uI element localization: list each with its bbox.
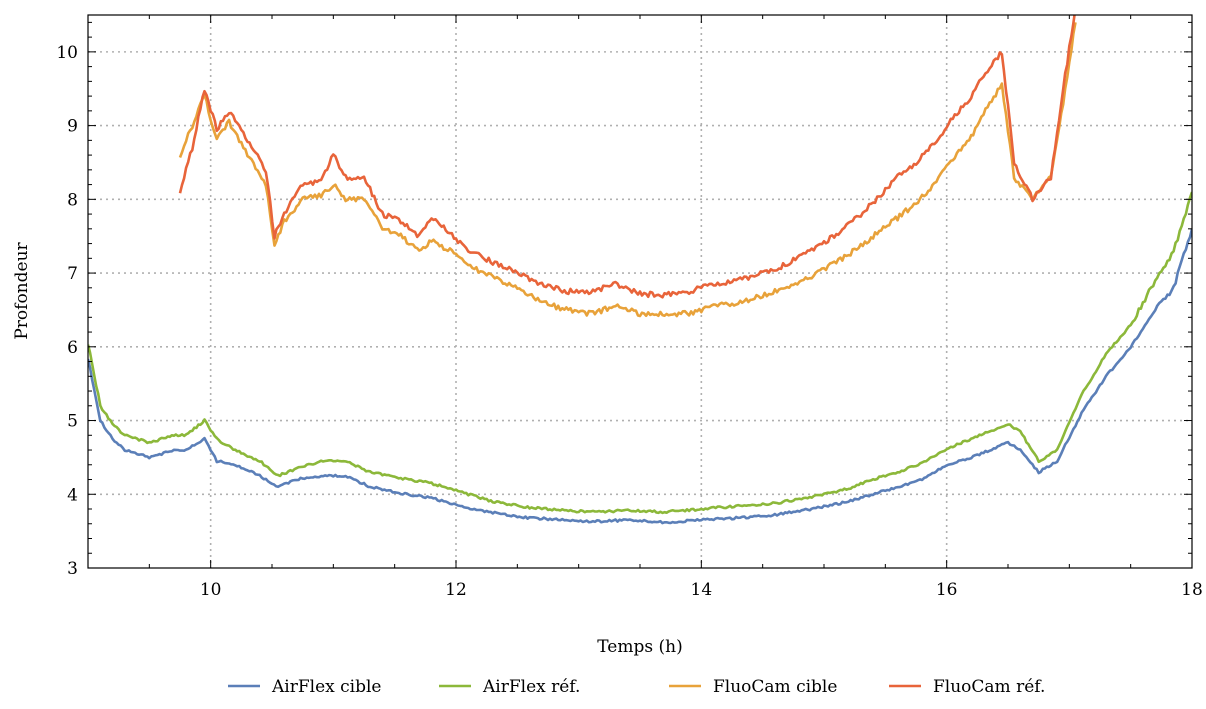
y-tick-label: 3 <box>67 559 78 579</box>
x-tick-label: 18 <box>1181 580 1203 600</box>
y-tick-label: 8 <box>67 190 78 210</box>
legend-label: AirFlex réf. <box>482 677 580 697</box>
ticks: 10 12 14 16 18 3 4 5 6 7 8 9 10 <box>56 15 1203 600</box>
x-axis-title: Temps (h) <box>597 637 682 657</box>
y-axis-title: Profondeur <box>12 241 32 339</box>
series-group <box>88 15 1192 525</box>
series-line-fluocam-cible <box>178 22 1077 318</box>
y-tick-label: 4 <box>67 485 78 505</box>
legend-item: AirFlex réf. <box>439 677 580 697</box>
legend-item: FluoCam cible <box>669 677 837 697</box>
series-line-airflex-r-f <box>88 191 1192 515</box>
y-tick-label: 5 <box>67 412 78 432</box>
legend-label: AirFlex cible <box>271 677 381 697</box>
legend-label: FluoCam cible <box>713 677 837 697</box>
series-line-airflex-cible <box>88 228 1192 525</box>
y-tick-label: 7 <box>67 264 78 284</box>
y-tick-label: 10 <box>56 43 78 63</box>
legend-item: AirFlex cible <box>228 677 381 697</box>
x-tick-label: 12 <box>445 580 467 600</box>
x-tick-label: 16 <box>936 580 958 600</box>
y-tick-label: 6 <box>67 338 78 358</box>
y-tick-label: 9 <box>67 117 78 137</box>
legend: AirFlex cible AirFlex réf. FluoCam cible Fl… <box>228 677 1045 697</box>
legend-item: FluoCam réf. <box>889 677 1045 697</box>
series-line-fluocam-r-f <box>178 15 1076 299</box>
x-tick-label: 10 <box>200 580 222 600</box>
x-tick-label: 14 <box>691 580 713 600</box>
legend-label: FluoCam réf. <box>933 677 1045 697</box>
